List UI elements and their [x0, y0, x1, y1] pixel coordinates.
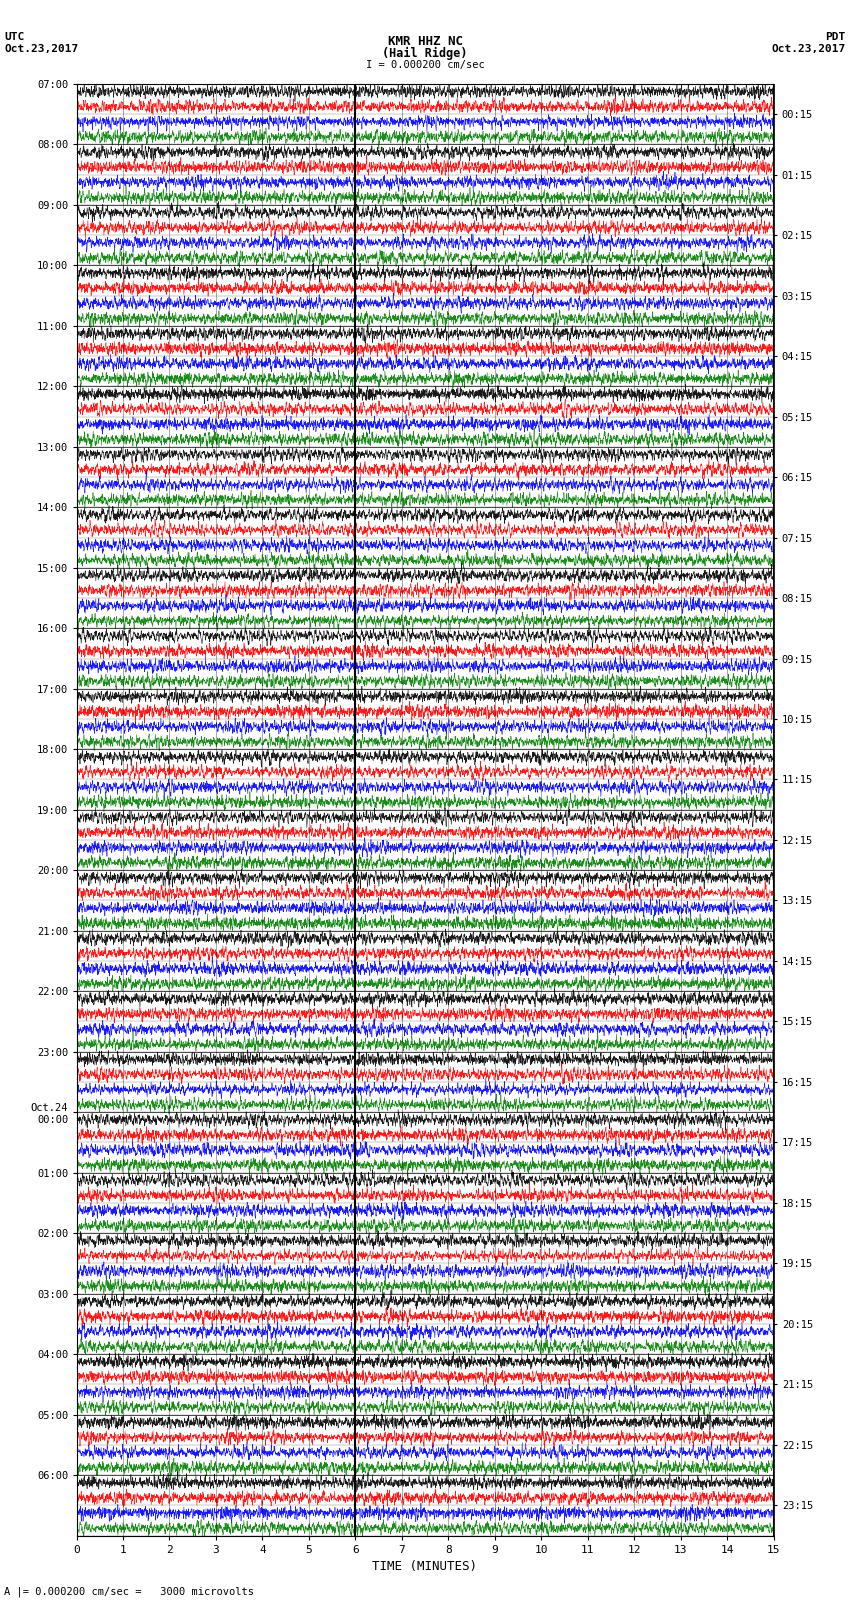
Text: UTC: UTC — [4, 32, 25, 42]
Text: Oct.23,2017: Oct.23,2017 — [772, 44, 846, 53]
Text: Oct.23,2017: Oct.23,2017 — [4, 44, 78, 53]
Text: PDT: PDT — [825, 32, 846, 42]
Text: I = 0.000200 cm/sec: I = 0.000200 cm/sec — [366, 60, 484, 69]
Text: KMR HHZ NC: KMR HHZ NC — [388, 35, 462, 48]
X-axis label: TIME (MINUTES): TIME (MINUTES) — [372, 1560, 478, 1573]
Text: A |= 0.000200 cm/sec =   3000 microvolts: A |= 0.000200 cm/sec = 3000 microvolts — [4, 1586, 254, 1597]
Text: (Hail Ridge): (Hail Ridge) — [382, 47, 468, 60]
